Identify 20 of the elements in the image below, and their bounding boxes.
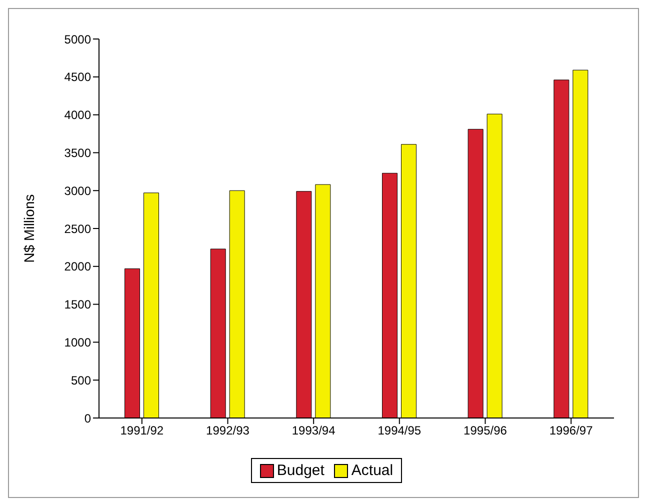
y-tick-label: 5000 [64,32,92,46]
x-tick-label: 1996/97 [549,424,594,438]
x-tick-label: 1995/96 [464,424,508,438]
x-tick-label: 1991/92 [120,424,164,438]
x-tick-label: 1992/93 [206,424,250,438]
y-tick-label: 1500 [64,298,92,312]
y-axis-title: N$ Millions [20,194,37,263]
legend-label: Actual [351,462,394,479]
y-tick-label: 500 [70,373,92,388]
y-tick-label: 2000 [64,260,92,274]
y-tick-label: 4500 [64,70,92,84]
y-tick-label: 3500 [64,146,92,160]
legend-label: Budget [276,462,324,479]
y-tick-label: 2500 [64,222,92,236]
y-tick-label: 3000 [64,184,92,198]
y-tick-label: 1000 [64,335,92,350]
y-tick-label: 4000 [64,108,92,122]
x-tick-label: 1993/94 [292,424,336,438]
y-tick-label: 0 [84,411,92,426]
x-tick-label: 1994/95 [378,424,422,438]
